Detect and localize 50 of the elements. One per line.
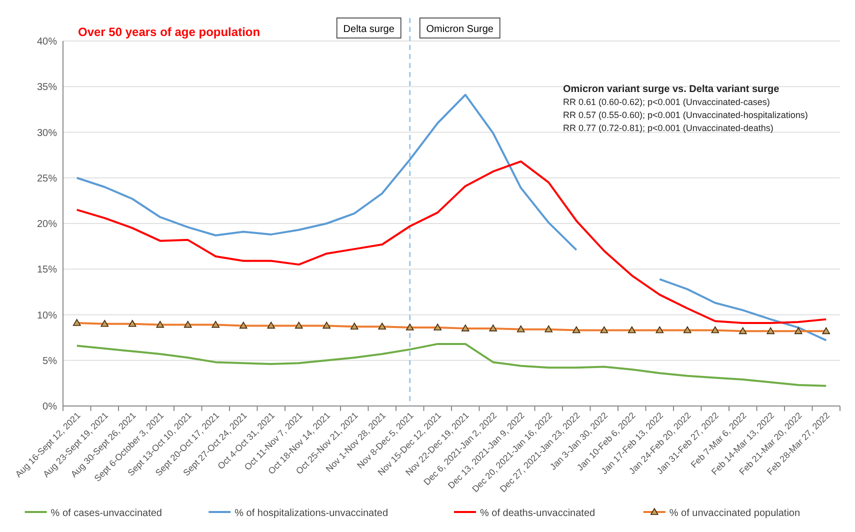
point [766,327,775,334]
point [350,322,358,330]
y-tick-label: 20% [36,219,58,230]
point [239,322,248,329]
y-tick-label: 25% [36,173,58,184]
y-tick-label: 0% [42,402,58,412]
legend-label: % of cases-unvaccinated [50,508,162,519]
point [656,326,664,334]
legend-label: % of unvaccinated population [669,508,800,519]
point [212,320,220,328]
annotation: Omicron variant surge vs. Delta variant surge [563,84,780,95]
point [434,324,442,330]
point [544,325,553,332]
point [267,322,276,329]
legend-label: % of hospitalizations-unvaccinated [234,508,388,519]
point [489,324,498,332]
y-tick-label: 35% [36,82,58,94]
annotation: RR 0.77 (0.72-0.81); p<0.001 (Unvaccinated-deaths) [563,123,774,133]
point [156,320,164,328]
point [794,327,802,334]
point [100,320,109,327]
point [600,326,608,334]
point [406,324,414,330]
point [516,325,525,332]
point [461,324,470,332]
line-series [76,342,828,387]
point [128,320,136,327]
y-tick-label: 40% [36,36,58,48]
y-tick-label: 10% [36,310,58,322]
legend-label: % of deaths-unvaccinated [480,508,596,519]
text: Delta surge [343,24,395,35]
point [711,326,720,334]
annotation: RR 0.57 (0.55-0.60); p<0.001 (Unvaccinated-hospitalizations) [563,110,808,120]
point [184,320,192,328]
annotation: RR 0.61 (0.60-0.62); p<0.001 (Unvaccinated-cases) [563,97,770,107]
text: Omicron Surge [426,24,494,35]
line-series [76,160,828,324]
point [738,327,747,334]
point [322,322,331,329]
point [628,326,636,334]
y-tick-label: 5% [42,356,58,367]
point [72,319,81,326]
point [822,327,830,334]
point [378,322,386,330]
point [683,326,692,334]
y-tick-label: 15% [36,264,58,276]
point [572,326,580,334]
chart-title: Over 50 years of age population [78,25,260,39]
point [294,322,303,329]
y-tick-label: 30% [36,128,58,139]
